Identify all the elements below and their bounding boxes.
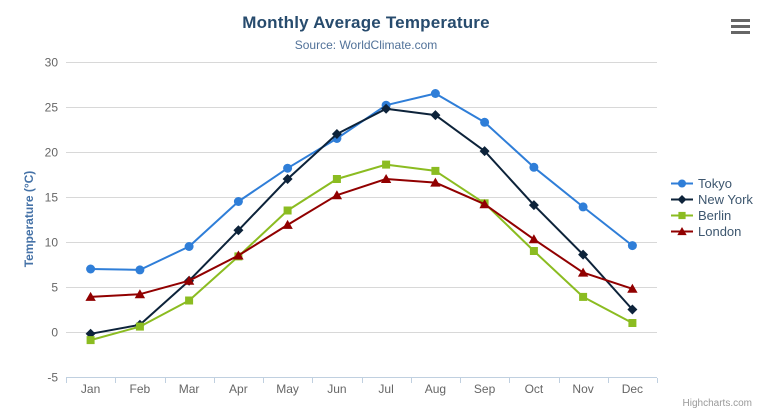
y-axis-label: 10 [45,236,59,250]
data-point-london[interactable] [134,289,146,299]
x-axis-label: Sep [474,382,496,396]
data-point-berlin[interactable] [579,292,588,301]
x-axis-label: Nov [572,382,593,396]
legend-item-london[interactable]: London [671,225,753,238]
legend-marker [678,211,686,220]
legend-item-tokyo[interactable]: Tokyo [671,177,753,190]
series-line-new-york [89,107,634,335]
x-axis-label: Jun [327,382,346,396]
series-line-tokyo [89,92,634,271]
data-point-london[interactable] [528,234,540,244]
data-point-london[interactable] [331,190,343,200]
data-point-new-york[interactable] [430,110,441,121]
data-point-new-york[interactable] [233,225,244,236]
legend-label: New York [698,192,753,207]
data-point-berlin[interactable] [86,336,95,345]
legend-label: Berlin [698,208,732,223]
x-axis-label: Jan [81,382,100,396]
credits-link[interactable]: Highcharts.com [682,398,752,409]
series-line-london [89,178,634,298]
data-point-berlin[interactable] [135,322,144,331]
new-york-series-marker-icon [671,195,693,204]
data-point-tokyo[interactable] [135,265,145,275]
data-point-london[interactable] [183,275,195,285]
data-point-tokyo[interactable] [430,89,440,98]
data-point-new-york[interactable] [627,304,638,315]
data-point-london[interactable] [577,267,589,277]
x-axis-label: Apr [229,382,248,396]
x-axis-label: Oct [525,382,544,396]
context-menu-button[interactable] [731,19,750,34]
data-point-london[interactable] [479,199,490,209]
chart-title: Monthly Average Temperature [242,13,490,32]
data-point-new-york[interactable] [381,103,392,114]
tokyo-series-marker-icon [671,179,693,188]
data-point-berlin[interactable] [431,166,440,175]
x-axis-label: Feb [130,382,151,396]
y-axis-label: -5 [47,371,58,385]
data-point-berlin[interactable] [332,175,341,183]
y-axis-label: 25 [45,101,59,115]
data-point-tokyo[interactable] [184,242,194,251]
london-series-marker-icon [671,227,693,236]
legend-marker [677,179,687,188]
y-axis-label: 0 [51,326,58,340]
data-point-new-york[interactable] [282,174,293,184]
data-point-tokyo[interactable] [480,117,490,127]
data-point-london[interactable] [627,283,638,293]
data-point-london[interactable] [85,291,96,301]
series-line-berlin [89,163,634,342]
data-point-new-york[interactable] [331,129,342,139]
data-point-berlin[interactable] [382,160,391,169]
y-axis-label: 30 [45,56,59,70]
x-axis-label: Mar [179,382,200,396]
data-point-tokyo[interactable] [578,202,588,212]
legend-label: Tokyo [698,176,732,191]
data-point-tokyo[interactable] [233,197,243,206]
data-point-london[interactable] [430,177,441,187]
data-point-new-york[interactable] [528,200,539,211]
data-point-new-york[interactable] [578,249,589,260]
x-axis-label: Aug [425,382,446,396]
data-point-tokyo[interactable] [529,162,539,172]
data-point-london[interactable] [233,250,244,260]
y-axis-label: 20 [45,146,59,160]
data-point-berlin[interactable] [185,296,194,305]
data-point-tokyo[interactable] [627,241,637,251]
legend-label: London [698,224,742,239]
legend-marker [677,227,687,236]
legend: Tokyo New York Berlin London [671,177,753,238]
data-point-new-york[interactable] [479,146,490,157]
x-axis-label: May [276,382,299,396]
data-point-london[interactable] [380,174,392,183]
data-point-berlin[interactable] [628,319,637,327]
chart-subtitle: Source: WorldClimate.com [294,38,438,52]
legend-marker [677,195,687,204]
x-axis-label: Jul [378,382,393,396]
data-point-tokyo[interactable] [283,163,293,173]
data-point-berlin[interactable] [529,247,538,255]
hamburger-menu-icon [731,19,750,34]
y-axis-title: Temperature (°C) [22,170,36,268]
berlin-series-marker-icon [671,211,693,220]
x-axis-label: Dec [622,382,643,396]
data-point-berlin[interactable] [283,206,292,215]
data-point-london[interactable] [282,219,293,229]
legend-item-berlin[interactable]: Berlin [671,209,753,222]
legend-item-new-york[interactable]: New York [671,193,753,206]
data-point-tokyo[interactable] [86,264,96,274]
y-axis-label: 15 [45,191,59,205]
y-axis-label: 5 [51,281,58,295]
